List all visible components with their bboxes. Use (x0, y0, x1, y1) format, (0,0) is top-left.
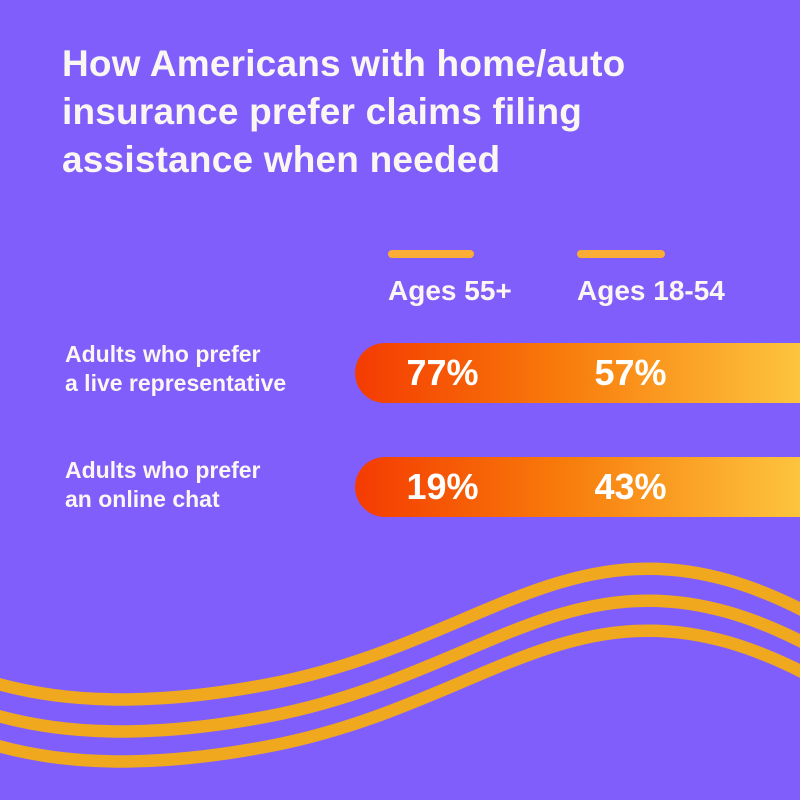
bar-row-live-representative: 77% 57% (355, 343, 800, 403)
wave-line-1 (0, 562, 800, 706)
header-tick-bar (577, 250, 665, 258)
header-tick-bar (388, 250, 474, 258)
wave-line-2 (0, 594, 800, 738)
value-online-chat-ages-55plus: 19% (406, 466, 479, 507)
value-live-representative-ages-55plus: 77% (406, 352, 479, 393)
chart-title: How Americans with home/auto insurance p… (62, 43, 626, 180)
row-label-online-chat: Adults who prefer an online chat (65, 457, 261, 512)
column-header-label: Ages 55+ (388, 275, 512, 306)
column-header-ages-18-54: Ages 18-54 (577, 250, 725, 307)
row-label-live-representative: Adults who prefer a live representative (65, 341, 287, 396)
column-header-ages-55plus: Ages 55+ (388, 250, 512, 307)
wave-line-3 (0, 624, 800, 768)
value-online-chat-ages-18-54: 43% (594, 466, 667, 507)
value-live-representative-ages-18-54: 57% (594, 352, 667, 393)
bar-row-online-chat: 19% 43% (355, 457, 800, 517)
column-header-label: Ages 18-54 (577, 275, 725, 306)
